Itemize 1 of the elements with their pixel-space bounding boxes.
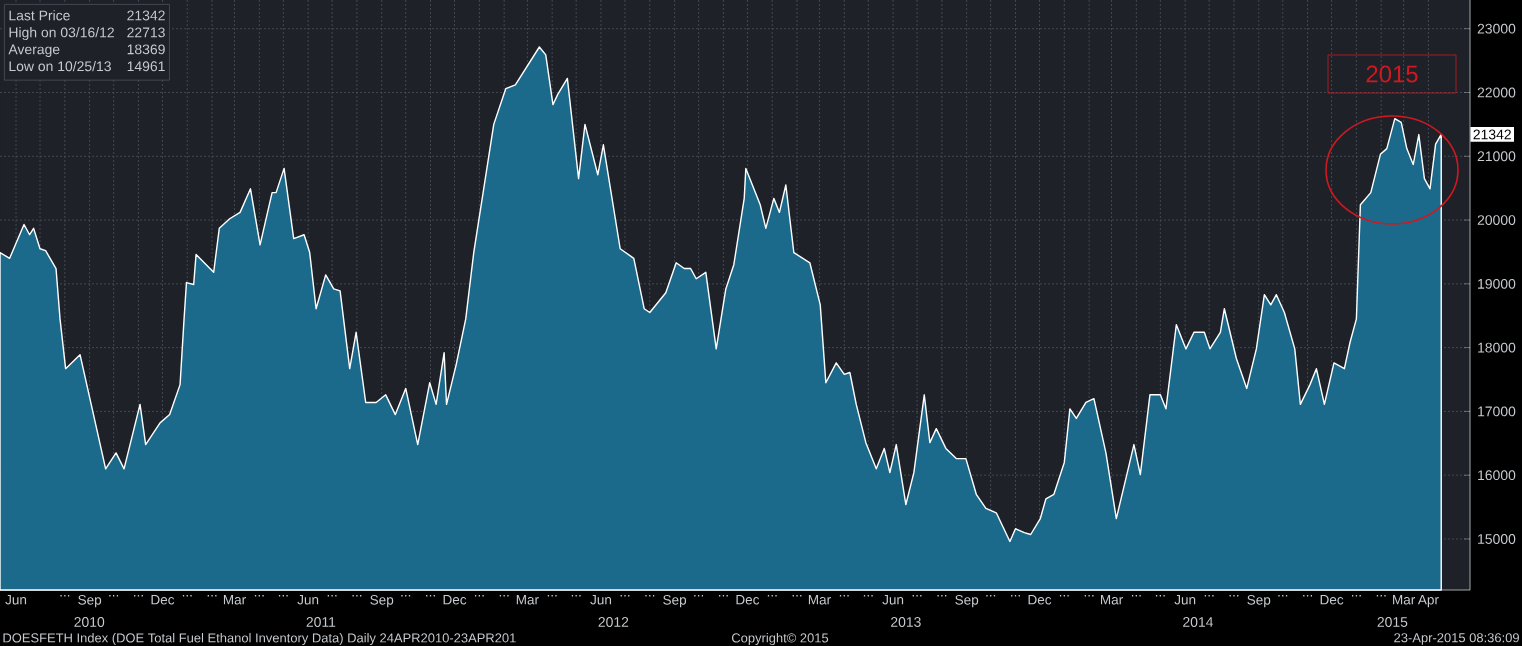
annotation: 2015 bbox=[1366, 65, 1418, 83]
